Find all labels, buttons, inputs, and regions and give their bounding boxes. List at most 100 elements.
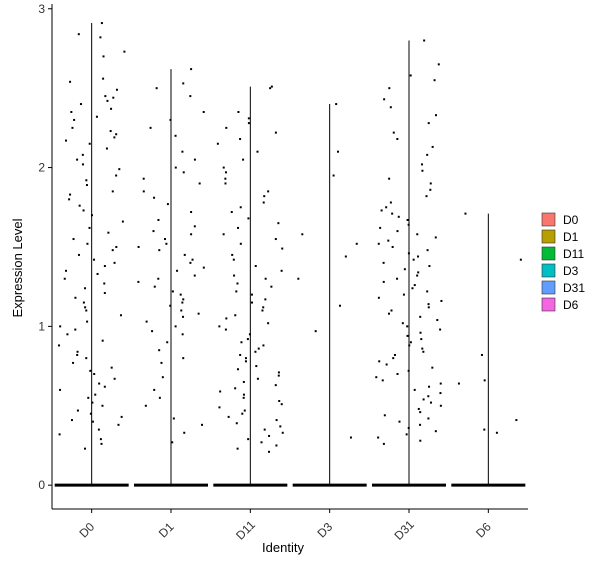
violin-group-d6 (451, 212, 526, 487)
data-point (270, 285, 273, 288)
data-point (113, 136, 116, 139)
legend: D0 D1 D11 D3 D31 D6 (541, 212, 585, 312)
data-point (281, 431, 284, 434)
data-point (222, 166, 225, 169)
data-point (409, 74, 412, 77)
data-point (74, 296, 77, 299)
data-point (379, 226, 382, 229)
data-point (120, 415, 123, 418)
data-point (264, 298, 267, 301)
data-point (417, 255, 420, 258)
data-point (419, 423, 422, 426)
data-point (388, 177, 391, 180)
data-point (123, 50, 126, 53)
data-point (102, 77, 105, 80)
data-point (380, 209, 383, 212)
data-point (158, 396, 161, 399)
data-point (409, 341, 412, 344)
data-point (419, 411, 422, 414)
y-tick-label: 2 (38, 161, 45, 175)
data-point (153, 285, 156, 288)
data-point (391, 212, 394, 215)
data-point (157, 277, 160, 280)
data-point (431, 145, 434, 148)
data-point (355, 242, 358, 245)
data-point (179, 293, 182, 296)
data-point (86, 242, 89, 245)
data-point (483, 379, 486, 382)
data-point (377, 296, 380, 299)
x-tick-label: D1 (156, 520, 177, 541)
data-point (202, 266, 205, 269)
data-point (413, 284, 416, 287)
data-point (403, 268, 406, 271)
data-point (439, 404, 442, 407)
data-point (439, 392, 442, 395)
data-point (387, 239, 390, 242)
data-point (336, 150, 339, 153)
data-point (72, 238, 75, 241)
data-point (244, 360, 247, 363)
data-point (171, 290, 174, 293)
data-point (105, 147, 108, 150)
data-point (68, 198, 71, 201)
data-point (389, 106, 392, 109)
data-point (224, 328, 227, 331)
data-point (236, 368, 239, 371)
data-point (434, 114, 437, 117)
data-point (421, 163, 424, 166)
data-point (278, 400, 281, 403)
data-point (78, 204, 81, 207)
data-point (190, 68, 193, 71)
data-point (416, 233, 419, 236)
legend-label: D1 (563, 230, 579, 244)
data-point (59, 325, 62, 328)
data-point (104, 95, 107, 98)
data-point (381, 379, 384, 382)
data-point (332, 174, 335, 177)
data-point (428, 385, 431, 388)
data-point (242, 396, 245, 399)
data-point (79, 103, 82, 106)
data-point (431, 366, 434, 369)
data-point (103, 265, 106, 268)
data-point (420, 338, 423, 341)
data-point (219, 390, 222, 393)
data-point (314, 330, 317, 333)
data-point (113, 377, 116, 380)
data-point (392, 357, 395, 360)
data-point (174, 166, 177, 169)
y-axis-title: Expression Level (10, 218, 25, 317)
data-point (408, 344, 411, 347)
data-point (74, 328, 77, 331)
data-point (71, 126, 74, 129)
x-tick-label: D11 (233, 518, 258, 543)
y-axis: 0 1 2 3 (38, 2, 53, 509)
data-point (155, 87, 158, 90)
data-point (183, 253, 186, 256)
data-point (70, 419, 73, 422)
data-point (427, 395, 430, 398)
data-point (144, 404, 147, 407)
data-point (242, 393, 245, 396)
data-point (407, 427, 410, 430)
data-point (169, 118, 172, 121)
data-point (152, 230, 155, 233)
data-point (183, 431, 186, 434)
data-point (66, 333, 69, 336)
data-point (142, 190, 145, 193)
data-point (407, 252, 410, 255)
data-point (429, 182, 432, 185)
data-point (63, 277, 66, 280)
data-point (242, 158, 245, 161)
data-point (267, 322, 270, 325)
data-point (385, 363, 388, 366)
data-point (338, 304, 341, 307)
violin-group-d1 (134, 68, 208, 487)
data-point (428, 265, 431, 268)
data-point (274, 384, 277, 387)
data-point (237, 226, 240, 229)
data-point (98, 382, 101, 385)
data-point (241, 412, 244, 415)
